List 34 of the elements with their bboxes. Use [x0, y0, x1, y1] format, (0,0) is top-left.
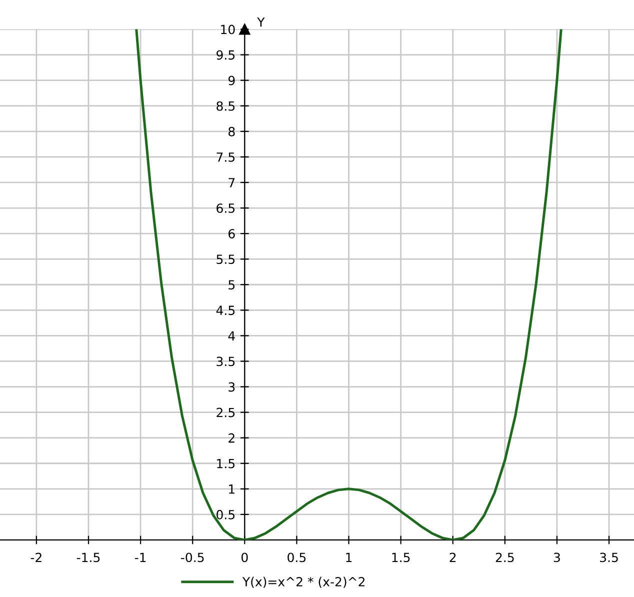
y-tick-label: 8.5	[216, 101, 235, 111]
x-tick-label: -1	[134, 552, 146, 562]
y-tick-label: 4	[228, 331, 235, 340]
x-tick-label: -1.5	[76, 552, 100, 562]
x-tick-label: 2	[450, 552, 456, 562]
y-tick-label: 5.5	[216, 254, 235, 264]
y-axis-title: Y	[257, 18, 265, 27]
y-tick-label: 6	[228, 229, 235, 238]
x-tick-label: 3.5	[600, 552, 618, 562]
x-tick-label: 3	[554, 552, 560, 562]
legend-label: Y(x)=x^2 * (x-2)^2	[242, 576, 364, 588]
x-tick-label: -0.5	[181, 552, 204, 562]
y-tick-label: 6.5	[216, 203, 235, 213]
y-tick-label: 3	[228, 382, 235, 392]
y-tick-label: 9.5	[216, 50, 235, 60]
x-tick-label: 0	[241, 552, 248, 562]
y-tick-label: 3.5	[216, 356, 235, 366]
y-tick-label: 4.5	[216, 306, 235, 316]
x-tick-label: 1.5	[392, 552, 410, 562]
y-tick-label: 10	[221, 24, 235, 34]
x-tick-label: 2.5	[496, 552, 514, 562]
x-tick-label: 1	[346, 552, 352, 562]
y-tick-label: 8	[228, 126, 235, 136]
x-tick-label: 0.5	[288, 552, 306, 562]
y-tick-label: 0.5	[216, 510, 235, 520]
y-tick-label: 1	[229, 484, 234, 494]
y-tick-label: 5	[228, 280, 235, 290]
y-tick-label: 2	[228, 433, 234, 443]
y-tick-label: 2.5	[216, 408, 235, 418]
y-tick-label: 7.5	[216, 152, 235, 162]
y-tick-label: 7	[228, 178, 235, 188]
x-tick-label: -2	[30, 552, 42, 562]
y-tick-label: 9	[228, 76, 235, 86]
y-tick-label: 1.5	[217, 459, 235, 468]
